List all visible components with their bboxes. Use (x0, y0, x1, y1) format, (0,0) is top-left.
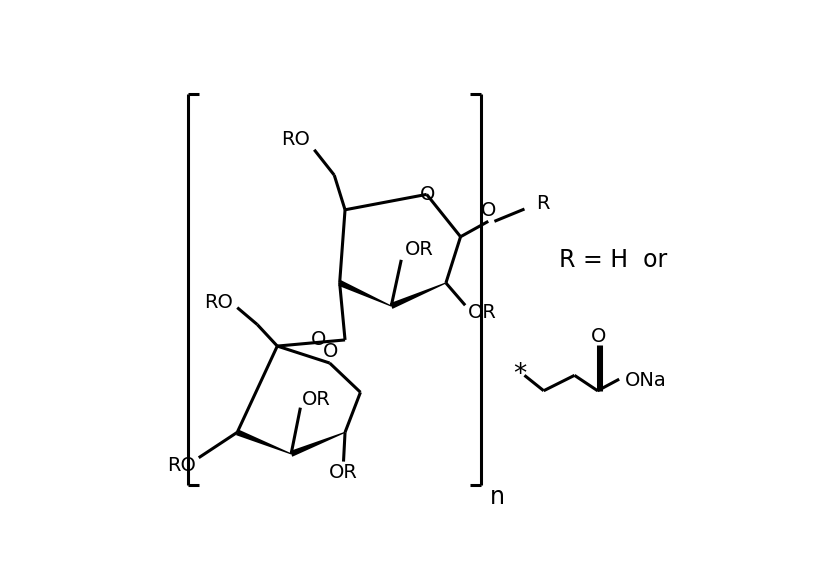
Polygon shape (339, 280, 391, 307)
Text: O: O (311, 331, 326, 350)
Text: RO: RO (281, 130, 310, 149)
Polygon shape (290, 432, 345, 457)
Text: OR: OR (302, 390, 331, 409)
Text: RO: RO (205, 293, 233, 312)
Text: OR: OR (404, 241, 433, 259)
Text: *: * (513, 362, 526, 389)
Text: R = H  or: R = H or (559, 248, 667, 272)
Text: O: O (323, 343, 338, 362)
Text: RO: RO (168, 456, 196, 475)
Text: n: n (490, 484, 505, 509)
Text: O: O (481, 201, 496, 220)
Text: R: R (536, 194, 549, 213)
Polygon shape (236, 429, 291, 455)
Text: OR: OR (329, 463, 358, 482)
Text: O: O (420, 185, 435, 204)
Text: O: O (591, 327, 606, 346)
Polygon shape (390, 282, 446, 309)
Text: ONa: ONa (625, 371, 667, 390)
Text: OR: OR (468, 302, 496, 321)
